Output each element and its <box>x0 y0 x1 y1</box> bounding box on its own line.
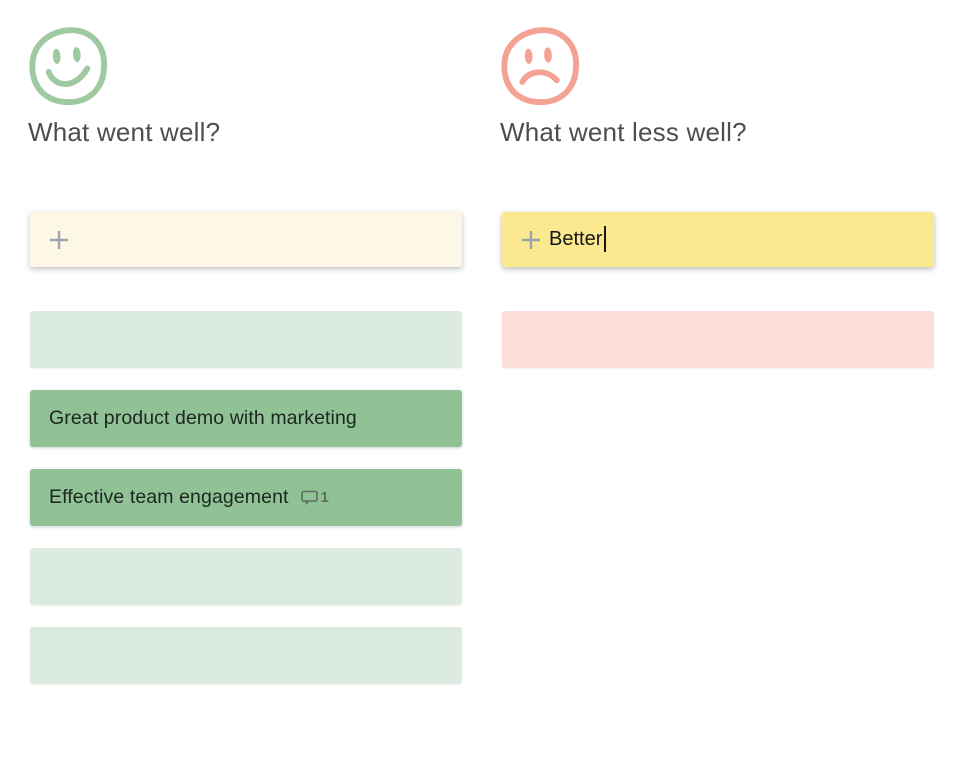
card[interactable]: Great product demo with marketing <box>30 390 462 447</box>
input-text: Better <box>549 228 603 250</box>
comment-count: 1 <box>320 489 329 506</box>
frowny-face-icon <box>501 27 580 106</box>
plus-icon <box>522 230 540 249</box>
column-title: What went less well? <box>500 117 747 147</box>
card-list: Great product demo with marketing Effect… <box>30 311 462 706</box>
card-text: Effective team engagement <box>49 486 289 508</box>
add-card-input[interactable] <box>30 212 462 267</box>
text-caret <box>604 225 607 252</box>
comment-icon <box>300 490 318 505</box>
card-hidden <box>30 311 462 368</box>
smiley-face-icon <box>29 27 108 106</box>
card-hidden <box>30 627 462 684</box>
column-went-less-well: What went less well? Better <box>500 24 934 706</box>
card-list <box>502 311 934 390</box>
card[interactable]: Effective team engagement 1 <box>30 469 462 526</box>
card-text: Great product demo with marketing <box>49 407 357 429</box>
comment-count-badge: 1 <box>300 489 329 506</box>
card-hidden <box>30 548 462 605</box>
plus-icon <box>50 230 68 249</box>
card-hidden <box>502 311 934 368</box>
column-went-well: What went well? Great product demo with … <box>28 24 462 706</box>
add-card-input-active[interactable]: Better <box>502 212 934 267</box>
column-title: What went well? <box>28 117 221 147</box>
retrospective-board: What went well? Great product demo with … <box>28 24 934 706</box>
